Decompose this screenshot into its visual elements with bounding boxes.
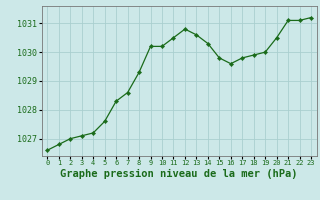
X-axis label: Graphe pression niveau de la mer (hPa): Graphe pression niveau de la mer (hPa) bbox=[60, 169, 298, 179]
